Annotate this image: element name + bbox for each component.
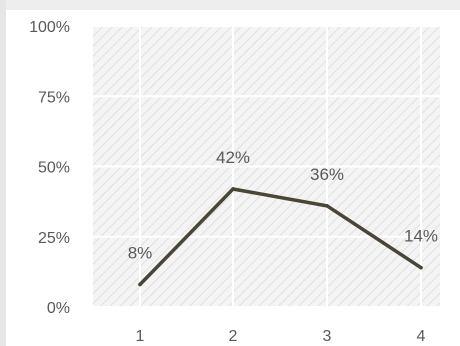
series: [138, 187, 423, 287]
x-tick-label: 1: [136, 328, 145, 345]
gridlines: [93, 25, 440, 308]
data-label: 36%: [310, 165, 344, 184]
y-tick-label: 100%: [29, 19, 70, 36]
data-labels: 8% 42% 36% 14%: [128, 148, 438, 263]
x-tick-label: 2: [229, 328, 238, 345]
data-label: 14%: [404, 227, 438, 246]
y-tick-label: 50%: [38, 160, 70, 177]
data-point: [325, 204, 329, 208]
y-tick-label: 75%: [38, 89, 70, 106]
data-point: [419, 265, 423, 270]
frame-top-edge: [0, 0, 460, 10]
data-point: [231, 187, 235, 191]
x-tick-label: 4: [417, 328, 426, 345]
y-tick-label: 25%: [38, 230, 70, 247]
x-axis-tick-labels: 1 2 3 4: [136, 328, 426, 345]
data-point: [138, 282, 142, 287]
x-tick-label: 3: [323, 328, 332, 345]
series-line: [138, 187, 423, 287]
data-label: 8%: [128, 244, 153, 263]
data-label: 42%: [216, 148, 250, 167]
frame-left-edge: [0, 0, 6, 346]
y-tick-label: 0%: [47, 300, 70, 317]
y-axis-tick-labels: 0% 25% 50% 75% 100%: [29, 19, 70, 317]
